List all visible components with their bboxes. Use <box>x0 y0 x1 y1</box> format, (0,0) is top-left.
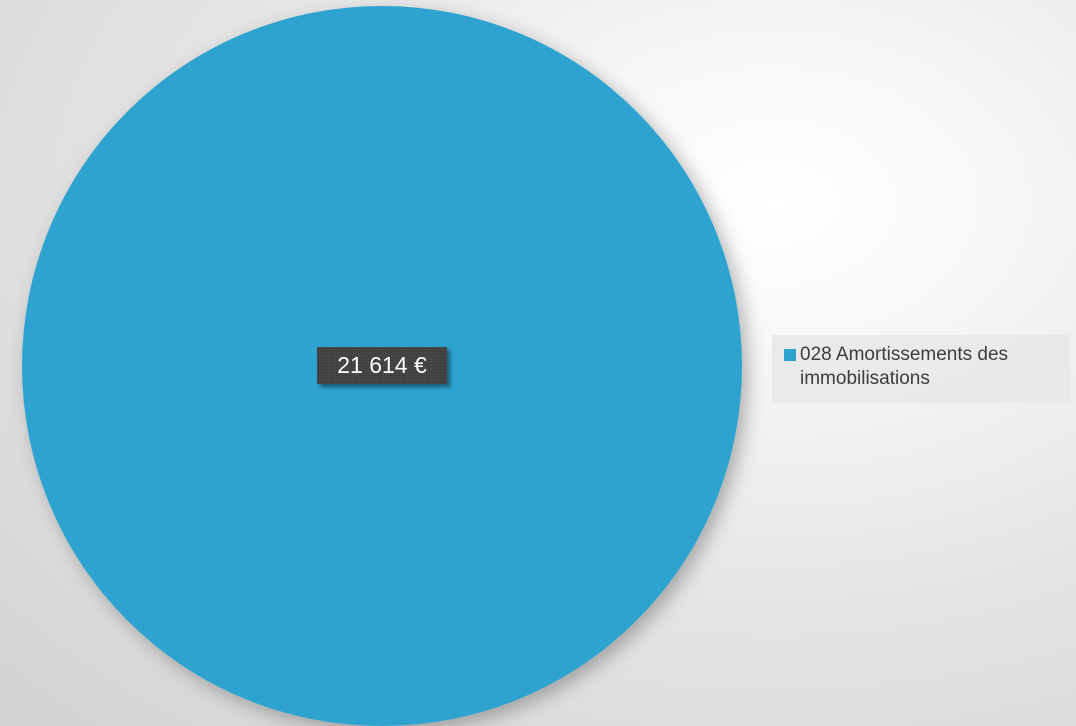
legend: 028 Amortissements des immobilisations <box>772 335 1069 403</box>
legend-label: 028 Amortissements des immobilisations <box>800 344 1009 389</box>
legend-swatch <box>784 349 796 361</box>
slice-data-label: 21 614 € <box>317 347 447 384</box>
